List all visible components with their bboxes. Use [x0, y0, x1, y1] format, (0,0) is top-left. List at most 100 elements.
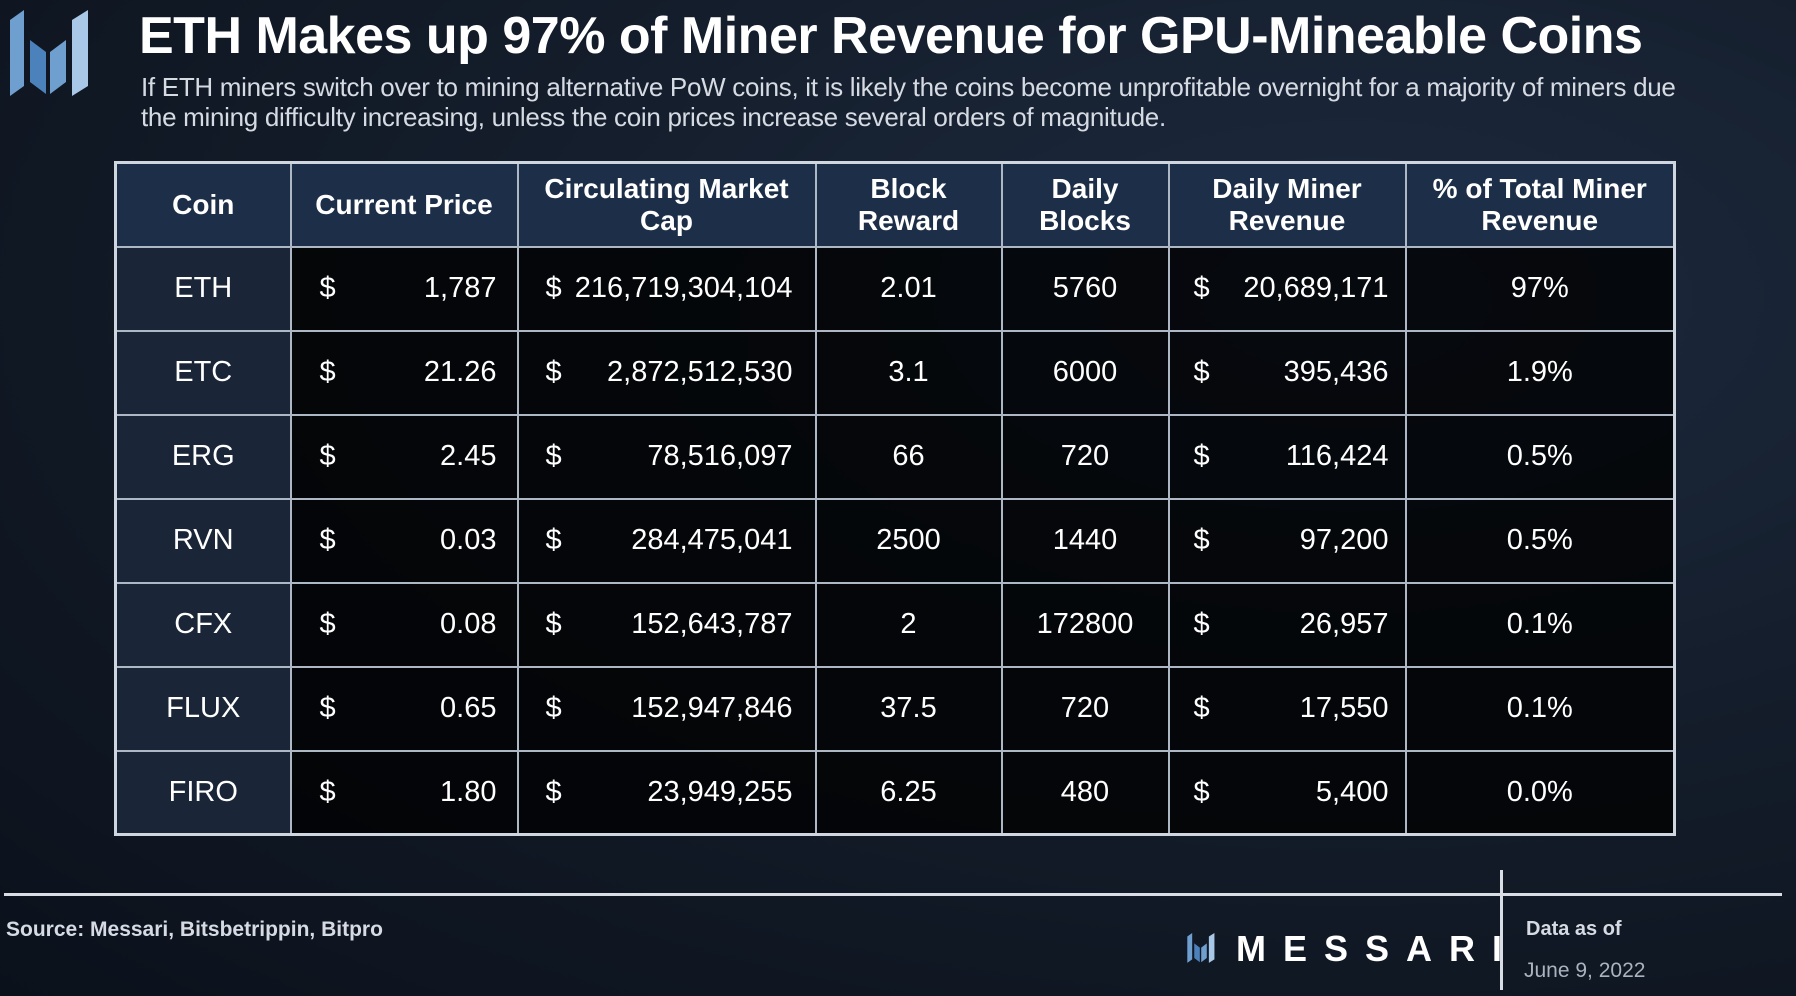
daily-blocks-cell: 720	[1000, 665, 1170, 752]
market-cap-cell: $284,475,041	[516, 497, 817, 584]
block-reward-cell: 6.25	[814, 749, 1003, 836]
market-cap-value: $2,872,512,530	[519, 356, 815, 389]
daily-blocks-cell: 720	[1000, 413, 1170, 500]
current-price-value: $1.80	[292, 776, 517, 809]
daily-blocks-cell: 172800	[1000, 581, 1170, 668]
footer-divider	[4, 893, 1782, 896]
coin-cell: ERG	[114, 413, 292, 500]
column-header-block-reward: Block Reward	[814, 161, 1003, 248]
currency-symbol: $	[319, 440, 336, 472]
currency-symbol: $	[319, 692, 336, 724]
table-row: ETC $21.26 $2,872,512,530 3.1 6000 $395,436 1.…	[114, 329, 1676, 416]
column-header-coin: Coin	[114, 161, 292, 248]
block-reward-cell: 37.5	[814, 665, 1003, 752]
miner-revenue-table: Coin Current Price Circulating Market Ca…	[114, 161, 1676, 836]
daily-miner-revenue-number: 20,689,171	[1243, 272, 1389, 304]
messari-brand-logo: MESSARI	[1186, 928, 1519, 970]
pct-total-revenue-cell: 0.0%	[1404, 749, 1676, 836]
pct-total-revenue-cell: 97%	[1404, 245, 1676, 332]
block-reward-cell: 2500	[814, 497, 1003, 584]
market-cap-number: 78,516,097	[647, 440, 793, 472]
current-price-value: $0.03	[292, 524, 517, 557]
current-price-cell: $0.08	[289, 581, 519, 668]
currency-symbol: $	[1193, 524, 1210, 556]
table-row: FIRO $1.80 $23,949,255 6.25 480 $5,400 0.0%	[114, 749, 1676, 836]
coin-cell: FLUX	[114, 665, 292, 752]
currency-symbol: $	[319, 272, 336, 304]
coin-cell: FIRO	[114, 749, 292, 836]
current-price-number: 1,787	[423, 272, 497, 304]
daily-miner-revenue-value: $26,957	[1170, 608, 1405, 641]
market-cap-cell: $152,947,846	[516, 665, 817, 752]
market-cap-number: 23,949,255	[647, 775, 793, 808]
currency-symbol: $	[319, 524, 336, 556]
current-price-cell: $0.65	[289, 665, 519, 752]
current-price-cell: $2.45	[289, 413, 519, 500]
table-row: CFX $0.08 $152,643,787 2 172800 $26,957 0.1%	[114, 581, 1676, 668]
column-header-current-price: Current Price	[289, 161, 519, 248]
market-cap-cell: $78,516,097	[516, 413, 817, 500]
data-as-of-label: Data as of	[1526, 918, 1622, 940]
block-reward-cell: 66	[814, 413, 1003, 500]
block-reward-cell: 2	[814, 581, 1003, 668]
daily-blocks-cell: 480	[1000, 749, 1170, 836]
market-cap-number: 2,872,512,530	[607, 356, 793, 388]
table-row: ETH $1,787 $216,719,304,104 2.01 5760 $20,689…	[114, 245, 1676, 332]
daily-miner-revenue-value: $97,200	[1170, 524, 1405, 557]
currency-symbol: $	[1193, 440, 1210, 472]
daily-miner-revenue-value: $20,689,171	[1170, 272, 1405, 305]
currency-symbol: $	[545, 356, 562, 388]
market-cap-value: $216,719,304,104	[519, 272, 815, 305]
current-price-cell: $21.26	[289, 329, 519, 416]
data-as-of-date: June 9, 2022	[1524, 959, 1646, 982]
pct-total-revenue-cell: 1.9%	[1404, 329, 1676, 416]
coin-cell: ETC	[114, 329, 292, 416]
daily-miner-revenue-value: $116,424	[1170, 440, 1405, 473]
pct-total-revenue-cell: 0.5%	[1404, 497, 1676, 584]
market-cap-number: 152,643,787	[631, 608, 793, 640]
current-price-number: 0.08	[440, 608, 497, 640]
currency-symbol: $	[319, 775, 336, 808]
current-price-number: 0.65	[440, 692, 497, 724]
column-header-daily-blocks: Daily Blocks	[1000, 161, 1170, 248]
market-cap-value: $23,949,255	[519, 776, 815, 809]
daily-miner-revenue-number: 116,424	[1285, 440, 1389, 472]
daily-miner-revenue-cell: $395,436	[1167, 329, 1407, 416]
coin-cell: ETH	[114, 245, 292, 332]
currency-symbol: $	[545, 608, 562, 640]
footer-vertical-divider	[1500, 870, 1503, 990]
table-row: RVN $0.03 $284,475,041 2500 1440 $97,200 0.5%	[114, 497, 1676, 584]
currency-symbol: $	[1193, 608, 1210, 640]
current-price-value: $1,787	[292, 272, 517, 305]
daily-miner-revenue-cell: $20,689,171	[1167, 245, 1407, 332]
currency-symbol: $	[545, 440, 562, 472]
daily-miner-revenue-number: 395,436	[1283, 356, 1389, 388]
current-price-number: 0.03	[440, 524, 497, 556]
market-cap-value: $152,947,846	[519, 692, 815, 725]
daily-miner-revenue-number: 17,550	[1299, 692, 1389, 724]
current-price-cell: $1.80	[289, 749, 519, 836]
current-price-cell: $0.03	[289, 497, 519, 584]
market-cap-cell: $2,872,512,530	[516, 329, 817, 416]
table-row: ERG $2.45 $78,516,097 66 720 $116,424 0.5%	[114, 413, 1676, 500]
column-header-pct-total-revenue: % of Total Miner Revenue	[1404, 161, 1676, 248]
market-cap-number: 284,475,041	[631, 524, 793, 556]
source-note: Source: Messari, Bitsbetrippin, Bitpro	[6, 918, 383, 941]
daily-miner-revenue-cell: $26,957	[1167, 581, 1407, 668]
current-price-cell: $1,787	[289, 245, 519, 332]
daily-miner-revenue-value: $5,400	[1170, 776, 1405, 809]
pct-total-revenue-cell: 0.1%	[1404, 665, 1676, 752]
current-price-number: 21.26	[423, 356, 497, 388]
currency-symbol: $	[545, 775, 562, 808]
page-subtitle: If ETH miners switch over to mining alte…	[141, 72, 1676, 132]
messari-m-icon	[1187, 933, 1215, 963]
daily-miner-revenue-cell: $17,550	[1167, 665, 1407, 752]
currency-symbol: $	[319, 356, 336, 388]
currency-symbol: $	[545, 524, 562, 556]
daily-blocks-cell: 1440	[1000, 497, 1170, 584]
currency-symbol: $	[1193, 356, 1210, 388]
current-price-value: $21.26	[292, 356, 517, 389]
pct-total-revenue-cell: 0.5%	[1404, 413, 1676, 500]
pct-total-revenue-cell: 0.1%	[1404, 581, 1676, 668]
messari-logo-icon	[10, 10, 88, 96]
